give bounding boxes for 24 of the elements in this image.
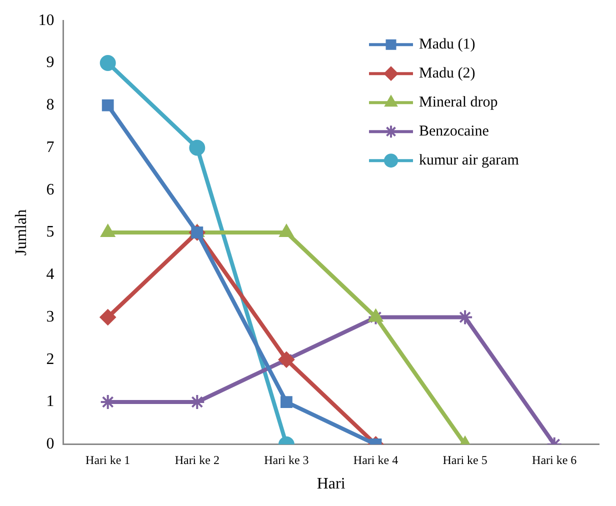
legend-label: Madu (2) [419, 66, 476, 82]
y-tick-label: 5 [46, 224, 54, 241]
y-tick-label: 10 [38, 12, 54, 29]
legend-label: Benzocaine [419, 124, 490, 140]
x-tick-label: Hari ke 6 [532, 452, 577, 467]
y-tick-label: 2 [46, 350, 54, 368]
x-tick-label: Hari ke 4 [353, 452, 398, 467]
y-tick-label: 8 [46, 96, 54, 114]
x-tick-label: Hari ke 1 [86, 452, 130, 467]
x-tick-label: Hari ke 5 [442, 452, 488, 467]
y-tick-label: 3 [46, 308, 54, 326]
y-tick-label: 7 [46, 138, 54, 156]
y-tick-label: 4 [46, 266, 54, 284]
x-axis-title: Hari [316, 476, 346, 493]
legend-label: Madu (1) [419, 36, 476, 53]
x-tick-label: Hari ke 3 [264, 452, 309, 467]
legend-label: Mineral drop [419, 94, 498, 111]
y-tick-label: 1 [46, 393, 54, 410]
x-tick-label: Hari ke 2 [174, 452, 220, 467]
y-axis-title: Jumlah [12, 209, 30, 256]
y-tick-label: 9 [46, 54, 54, 72]
legend-label: kumur air garam [419, 152, 520, 169]
y-tick-label: 0 [46, 436, 54, 453]
y-tick-label: 6 [46, 181, 54, 198]
